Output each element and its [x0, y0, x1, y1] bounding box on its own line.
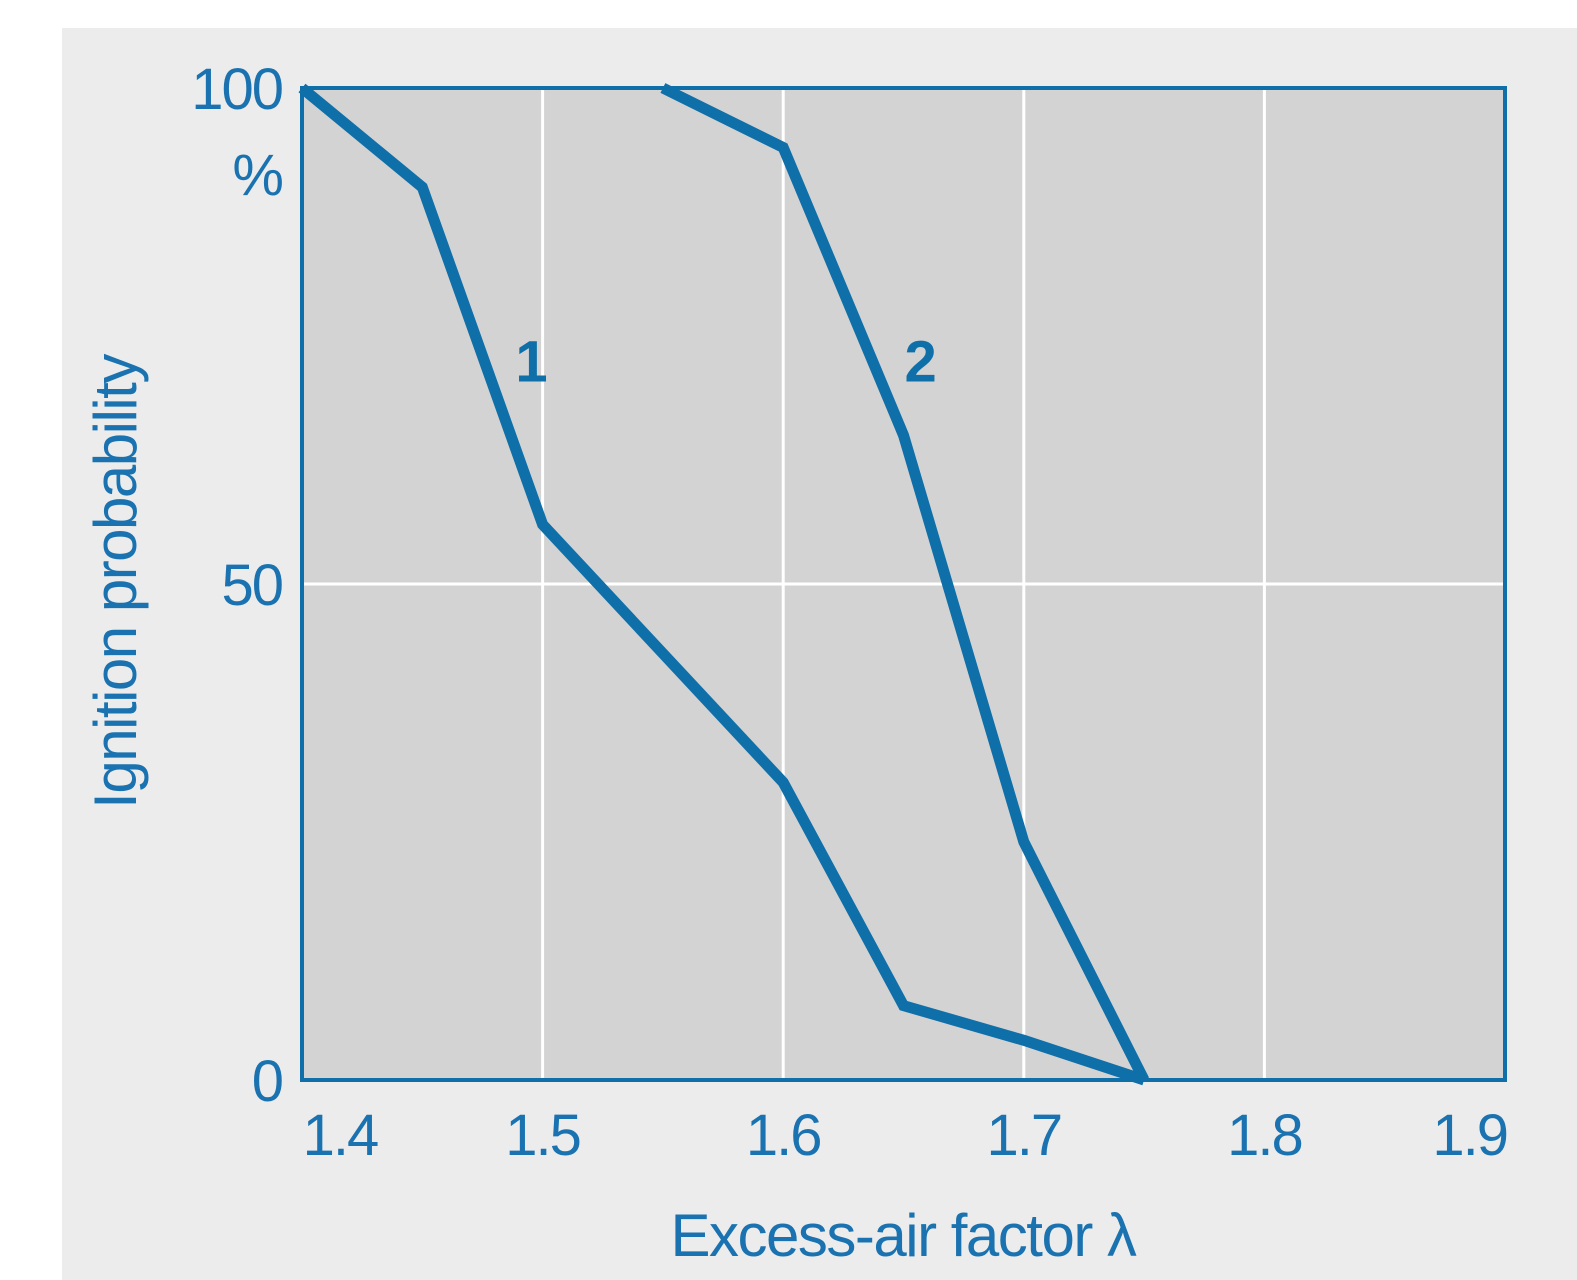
x-tick-label-1.7: 1.7: [986, 1103, 1061, 1168]
x-tick-label-1.4: 1.4: [303, 1103, 378, 1168]
y-tick-label-100: 100: [191, 57, 282, 122]
x-axis-title: Excess-air factor λ: [671, 1202, 1137, 1269]
series-line-1: [298, 83, 1146, 1086]
x-tick-labels: 1.4 1.5 1.6 1.7 1.8 1.9: [303, 1103, 1509, 1168]
x-tick-label-1.6: 1.6: [746, 1103, 821, 1168]
series-label-2: 2: [904, 330, 936, 395]
x-tick-label-1.9: 1.9: [1432, 1103, 1507, 1168]
series-label-1: 1: [515, 330, 547, 395]
series-line-2: [660, 83, 1150, 1083]
x-tick-label-1.8: 1.8: [1227, 1103, 1302, 1168]
y-axis-title: Ignition probability: [82, 354, 149, 809]
y-unit-label: %: [232, 143, 282, 208]
x-tick-label-1.5: 1.5: [505, 1103, 580, 1168]
y-tick-label-0: 0: [252, 1049, 282, 1114]
plot-frame: [300, 86, 1507, 1082]
grid-lines: [302, 88, 1505, 1080]
y-tick-labels: 0 50 100: [191, 57, 284, 1114]
series-layer: [298, 83, 1150, 1086]
y-tick-label-50: 50: [221, 553, 282, 618]
